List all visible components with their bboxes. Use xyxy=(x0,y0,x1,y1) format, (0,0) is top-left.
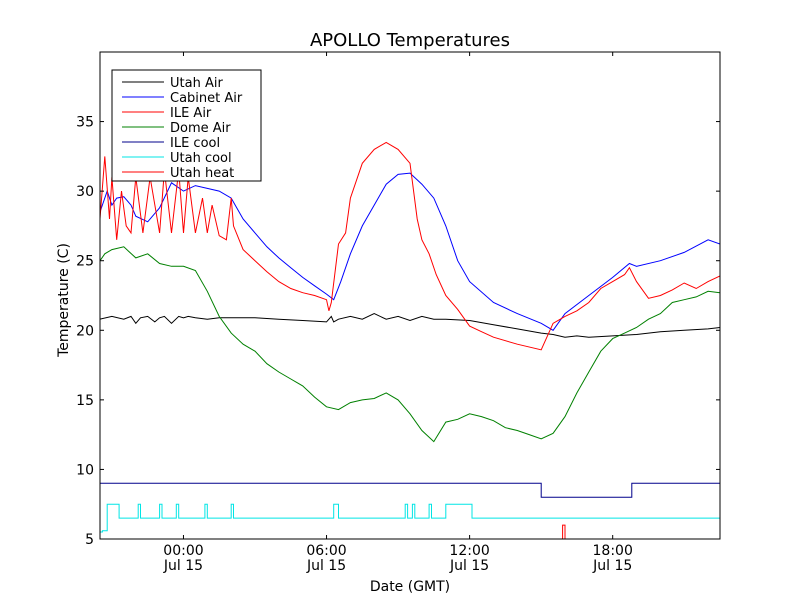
x-tick-label-date: Jul 15 xyxy=(449,558,489,574)
x-tick-label-time: 06:00 xyxy=(306,543,346,559)
y-tick-label: 25 xyxy=(76,254,94,270)
axes-frame xyxy=(99,51,721,540)
legend-label: Utah Air xyxy=(170,76,223,91)
legend-label: Cabinet Air xyxy=(170,91,243,106)
legend-label: Dome Air xyxy=(170,121,231,136)
series-group xyxy=(100,141,720,539)
y-tick-label: 30 xyxy=(76,184,94,200)
legend-box xyxy=(111,69,262,182)
y-axis-label: Temperature (C) xyxy=(56,243,72,358)
legend-label: Utah cool xyxy=(170,151,232,166)
x-axis-label: Date (GMT) xyxy=(370,579,450,595)
x-tick-label-time: 00:00 xyxy=(163,543,203,559)
series-line-cabinet-air xyxy=(100,172,720,331)
legend-label: Utah heat xyxy=(170,166,234,181)
series-line-ile-cool xyxy=(100,482,720,498)
legend-label: ILE Air xyxy=(170,106,212,121)
x-tick-label-date: Jul 15 xyxy=(163,558,203,574)
series-line-utah-cool xyxy=(100,503,720,533)
y-tick-label: 35 xyxy=(76,115,94,131)
y-tick-label: 20 xyxy=(76,323,94,339)
x-tick-label-date: Jul 15 xyxy=(306,558,346,574)
x-tick-label-time: 18:00 xyxy=(593,543,633,559)
y-tick-label: 10 xyxy=(76,462,94,478)
legend-label: ILE cool xyxy=(170,136,220,151)
x-tick-label-time: 12:00 xyxy=(449,543,489,559)
chart-title: APOLLO Temperatures xyxy=(310,30,510,51)
y-tick-label: 15 xyxy=(76,393,94,409)
series-line-ile-air xyxy=(100,141,720,351)
x-tick-label-date: Jul 15 xyxy=(592,558,632,574)
series-line-utah-air xyxy=(100,313,720,338)
series-line-dome-air xyxy=(100,246,720,443)
y-tick-label: 5 xyxy=(85,532,94,548)
series-line-utah-heat xyxy=(562,524,566,539)
